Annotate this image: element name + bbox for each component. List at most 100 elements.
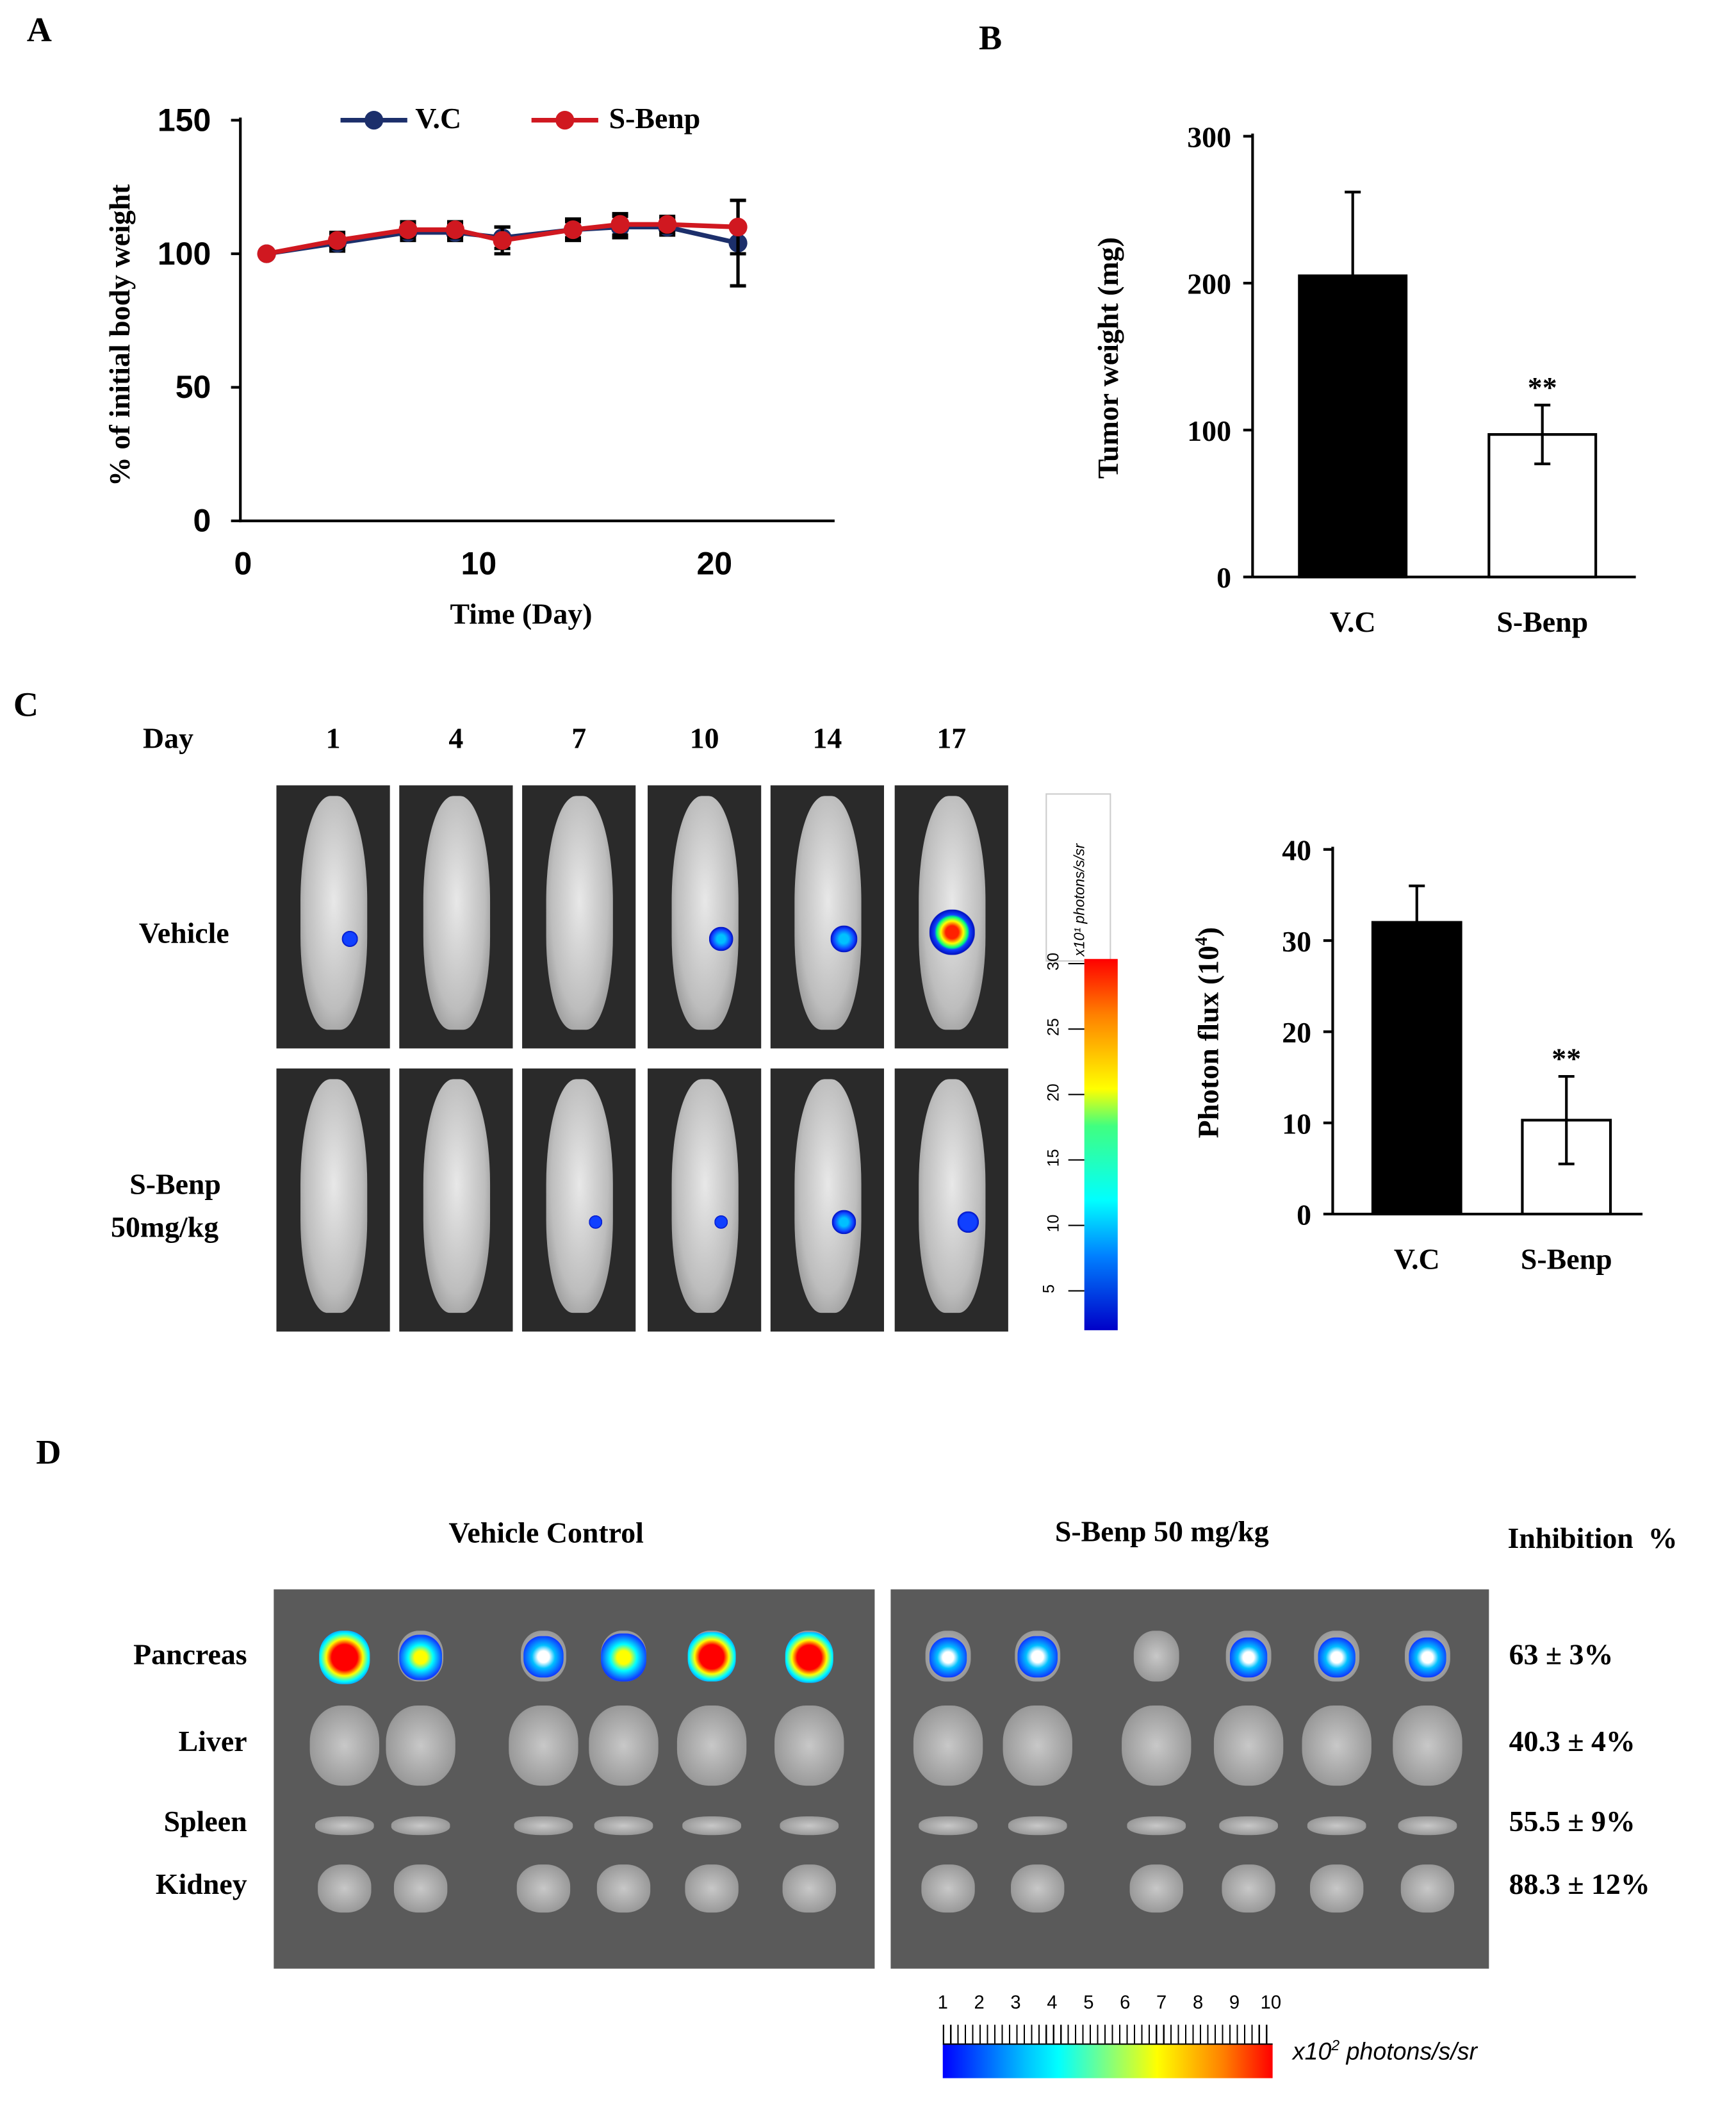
bioluminescence-signal [341,931,358,947]
data-point [610,215,630,234]
y-tick-label: 20 [1282,1016,1311,1049]
data-point [445,220,465,240]
organ-liver [309,1706,380,1786]
organ-liver [676,1706,747,1786]
organ-spleen [514,1816,573,1836]
y-tick-label: 150 [158,102,211,138]
significance-marker: ** [1528,371,1557,404]
organ-spleen [919,1816,978,1836]
data-point [327,231,347,250]
bioluminescence-signal [714,1215,728,1229]
row-label-vehicle: Vehicle [138,916,229,950]
x-tick-label: S-Benp [1521,1242,1612,1275]
data-point [257,244,276,263]
y-tick-label: 30 [1282,925,1311,958]
x-tick-label: 10 [461,545,497,581]
mouse-image [399,785,513,1049]
y-tick-label: 10 [1282,1107,1311,1140]
day-4: 4 [448,721,464,755]
mouse-body [300,1079,368,1313]
bioluminescence-signal [1229,1637,1268,1677]
organ-spleen [1008,1816,1067,1836]
day-7: 7 [571,721,587,755]
organ-image-sbenp [890,1589,1489,1969]
inhibition-header: Inhibition % [1507,1521,1678,1555]
data-point [658,215,677,234]
organ-spleen [682,1816,741,1836]
mouse-image [894,785,1008,1049]
panel-label-a: A [26,10,52,50]
data-point [563,220,583,240]
mouse-image [648,785,762,1049]
bioluminescence-signal [319,1631,370,1684]
organ-kidney [921,1864,975,1913]
y-tick-label: 100 [1187,415,1231,447]
legend-vc: V.C [415,101,462,135]
organ-spleen [391,1816,450,1836]
day-17: 17 [937,721,967,755]
colorbar-d-tick-label: 10 [1260,1991,1282,2013]
error-bar [1345,190,1361,276]
organ-spleen [1219,1816,1278,1836]
organ-liver [1213,1706,1284,1786]
y-tick-label: 200 [1187,268,1231,300]
inhibition-value: 63 ± 3% [1509,1637,1614,1671]
organ-kidney [516,1864,571,1913]
bioluminescence-signal [929,909,975,955]
organ-spleen [780,1816,839,1836]
bioluminescence-signal [831,1210,856,1235]
mouse-body [546,1079,613,1313]
colorbar-d-unit: x102 photons/s/sr [1292,2038,1478,2065]
y-tick-label: 0 [1216,561,1231,594]
bioluminescence-signal [1017,1636,1058,1678]
organ-kidney [685,1864,739,1913]
day-10: 10 [689,721,719,755]
organ-liver [1003,1706,1072,1786]
day-label: Day [143,721,194,755]
mouse-body [546,796,613,1030]
organ-kidney [1309,1864,1364,1913]
group-sbenp: S-Benp 50 mg/kg [1054,1514,1269,1549]
bioluminescence-signal [957,1211,979,1233]
organ-kidney [1222,1864,1275,1913]
organ-kidney [1400,1864,1455,1913]
mouse-image [399,1068,513,1332]
data-point [493,231,512,250]
organ-image-vehicle [274,1589,875,1969]
organ-label-spleen: Spleen [163,1804,247,1838]
organ-kidney [318,1864,372,1913]
organ-pancreas [1133,1631,1179,1682]
mouse-image [770,1068,885,1332]
mouse-image [894,1068,1008,1332]
organ-spleen [594,1816,653,1836]
data-point [728,217,748,236]
mouse-body [671,796,739,1030]
colorbar-tick [1068,1094,1085,1096]
organ-label-liver: Liver [178,1724,247,1758]
organ-spleen [315,1816,374,1836]
organ-kidney [393,1864,448,1913]
organ-liver [1302,1706,1372,1786]
mouse-image [522,1068,636,1332]
colorbar-tick [1068,1224,1085,1226]
mouse-image [276,785,390,1049]
colorbar-tick [1068,1159,1085,1161]
x-tick-label: V.C [1394,1242,1440,1275]
organ-liver [913,1706,983,1786]
bioluminescence-signal [688,1632,735,1682]
significance-marker: ** [1552,1042,1581,1075]
organ-liver [774,1706,844,1786]
bioluminescence-signal [785,1632,833,1683]
organ-kidney [1129,1864,1183,1913]
row-label-dose: 50mg/kg [111,1210,219,1244]
day-14: 14 [812,721,842,755]
error-bar [1409,884,1425,923]
mouse-body [671,1079,739,1313]
bioluminescence-signal [523,1636,564,1678]
bioluminescence-signal [928,1636,968,1678]
y-tick-label: 50 [176,369,211,405]
colorbar-d-tick-label: 8 [1192,1991,1204,2013]
panel-label-c: C [13,685,38,724]
panel-label-d: D [36,1433,61,1472]
colorbar-d-tick-label: 2 [974,1991,985,2013]
